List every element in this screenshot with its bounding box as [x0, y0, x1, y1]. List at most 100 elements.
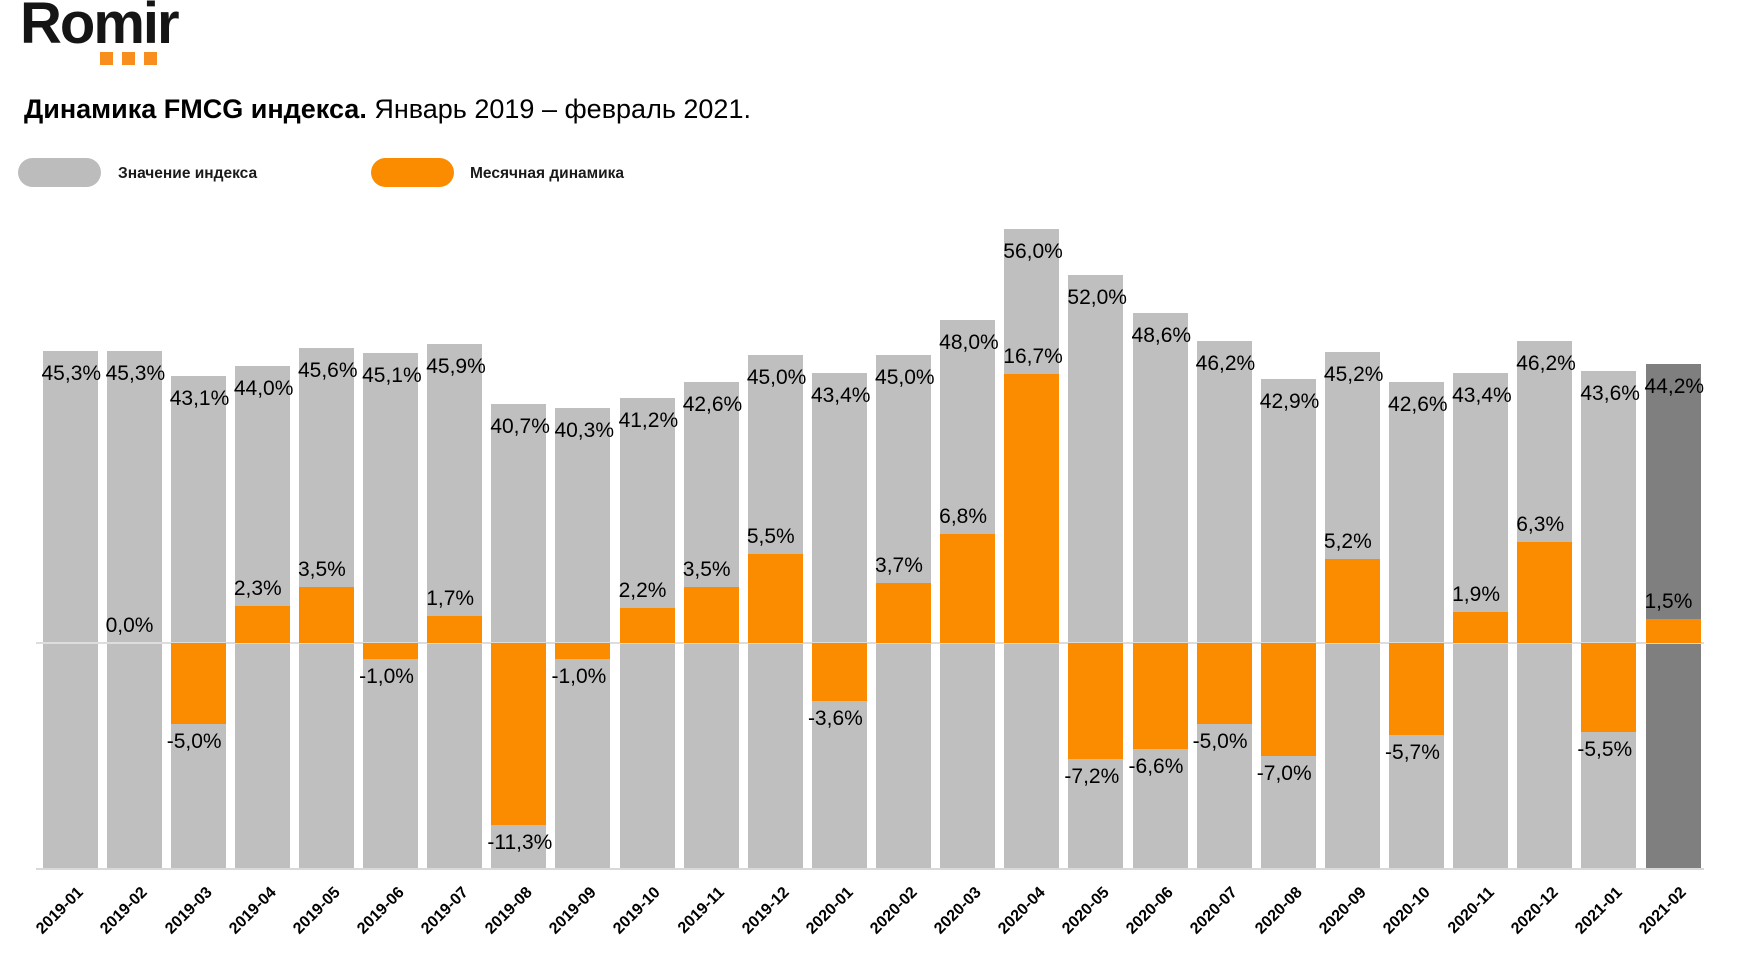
- x-tick-label: 2019-05: [289, 884, 344, 938]
- dynamics-value-label: -5,7%: [1385, 740, 1440, 764]
- index-value-label: 42,6%: [1388, 392, 1448, 416]
- dynamics-value-label: -11,3%: [487, 830, 553, 854]
- dynamics-bar: [170, 643, 226, 724]
- index-value-label: 43,6%: [1580, 381, 1640, 405]
- legend-label-index-value: Значение индекса: [118, 165, 258, 182]
- x-tick-label: 2021-02: [1636, 884, 1691, 938]
- page-title-period: Январь 2019 – февраль 2021.: [366, 94, 751, 124]
- x-tick-label: 2019-08: [482, 884, 536, 938]
- x-tick-label: 2019-02: [97, 884, 152, 938]
- dynamics-value-label: 5,2%: [1323, 530, 1372, 554]
- dynamics-value-label: 2,2%: [618, 578, 667, 602]
- x-axis-line: [36, 868, 1704, 870]
- dynamics-bar: [747, 554, 803, 643]
- x-tick-label: 2020-08: [1251, 884, 1306, 938]
- dynamics-value-label: 16,7%: [1003, 345, 1063, 369]
- index-value-label: 45,1%: [362, 364, 422, 388]
- index-value-label: 40,7%: [490, 414, 550, 438]
- dynamics-value-label: 3,7%: [875, 554, 923, 578]
- x-tick-label: 2021-01: [1572, 884, 1626, 938]
- index-value-label: 42,6%: [682, 392, 743, 416]
- dynamics-bar: [619, 607, 675, 643]
- page-title: Динамика FMCG индекса. Январь 2019 – фев…: [24, 94, 751, 125]
- x-tick-label: 2020-10: [1380, 884, 1434, 938]
- index-bar: [363, 353, 419, 868]
- index-value-label: 46,2%: [1195, 351, 1256, 375]
- index-value-label: 45,9%: [426, 355, 486, 379]
- dynamics-bar: [1453, 612, 1509, 643]
- index-value-label: 56,0%: [1003, 240, 1063, 264]
- romir-logo-text: Romir: [20, 0, 180, 56]
- logo-dot: [122, 52, 135, 65]
- index-bar: [106, 351, 162, 868]
- dynamics-value-label: -3,6%: [807, 706, 863, 730]
- index-value-label: 43,4%: [810, 383, 871, 407]
- dynamics-bar: [555, 643, 611, 660]
- dynamics-bar: [1517, 541, 1573, 643]
- index-bar: [1132, 313, 1188, 868]
- x-tick-label: 2019-11: [675, 884, 729, 937]
- dynamics-bar: [1196, 643, 1252, 724]
- romir-logo-dots-icon: [100, 52, 157, 65]
- dynamics-bar: [427, 615, 483, 643]
- index-value-label: 44,2%: [1644, 374, 1705, 398]
- index-bar: [42, 351, 98, 868]
- dynamics-value-label: -5,0%: [166, 729, 222, 753]
- dynamics-value-label: 1,7%: [426, 586, 475, 610]
- index-bar: [170, 376, 226, 868]
- dynamics-bar: [298, 586, 354, 643]
- dynamics-bar: [1645, 618, 1701, 643]
- x-tick-label: 2019-12: [738, 884, 793, 938]
- x-tick-label: 2019-10: [610, 884, 665, 938]
- index-bar: [427, 344, 483, 868]
- dynamics-value-label: 6,8%: [939, 504, 988, 528]
- x-tick-label: 2020-12: [1508, 884, 1562, 938]
- x-tick-label: 2020-01: [802, 884, 857, 938]
- index-bar: [1581, 370, 1637, 868]
- x-tick-label: 2020-11: [1444, 884, 1498, 937]
- index-value-label: 43,1%: [169, 387, 230, 411]
- index-value-label: 48,6%: [1131, 324, 1192, 348]
- dynamics-bar: [811, 643, 867, 701]
- dynamics-bar: [940, 533, 996, 643]
- dynamics-bar: [1389, 643, 1445, 735]
- dynamics-bar: [876, 583, 932, 643]
- legend-swatch-monthly-dynamics: [371, 158, 454, 187]
- index-value-label: 40,3%: [554, 419, 614, 443]
- index-value-label: 45,2%: [1323, 363, 1384, 387]
- index-value-label: 52,0%: [1067, 285, 1127, 309]
- dynamics-value-label: -7,0%: [1256, 761, 1312, 785]
- index-bar: [1068, 274, 1124, 868]
- index-value-label: 48,0%: [939, 331, 999, 355]
- x-tick-label: 2020-05: [1059, 884, 1113, 938]
- dynamics-value-label: -1,0%: [551, 665, 607, 689]
- dynamics-bar: [1260, 643, 1316, 756]
- index-value-label: 45,3%: [105, 362, 166, 386]
- dynamics-value-label: -7,2%: [1064, 764, 1120, 788]
- index-value-label: 44,0%: [233, 376, 294, 400]
- dynamics-bar: [683, 586, 739, 643]
- legend-swatch-index-value: [18, 158, 101, 187]
- dynamics-value-label: 2,3%: [233, 576, 282, 600]
- logo-dot: [144, 52, 157, 65]
- x-tick-label: 2019-09: [546, 884, 600, 938]
- dynamics-value-label: 0,0%: [105, 614, 154, 637]
- index-bar: [1260, 378, 1316, 868]
- logo-dot: [100, 52, 113, 65]
- dynamics-value-label: -5,0%: [1192, 729, 1248, 753]
- x-tick-label: 2020-02: [867, 884, 921, 938]
- dynamics-value-label: 1,9%: [1452, 583, 1500, 607]
- index-bar: [811, 372, 867, 868]
- x-tick-label: 2019-03: [161, 884, 216, 938]
- dynamics-bar: [363, 643, 419, 660]
- x-tick-label: 2020-04: [995, 884, 1049, 938]
- x-tick-label: 2019-04: [225, 884, 280, 938]
- dynamics-bar: [1132, 643, 1188, 750]
- dynamics-bar: [1004, 374, 1060, 643]
- index-value-label: 41,2%: [618, 408, 679, 432]
- dynamics-bar: [1068, 643, 1124, 759]
- zero-line: [36, 642, 1704, 644]
- romir-logo: Romir: [20, 0, 180, 65]
